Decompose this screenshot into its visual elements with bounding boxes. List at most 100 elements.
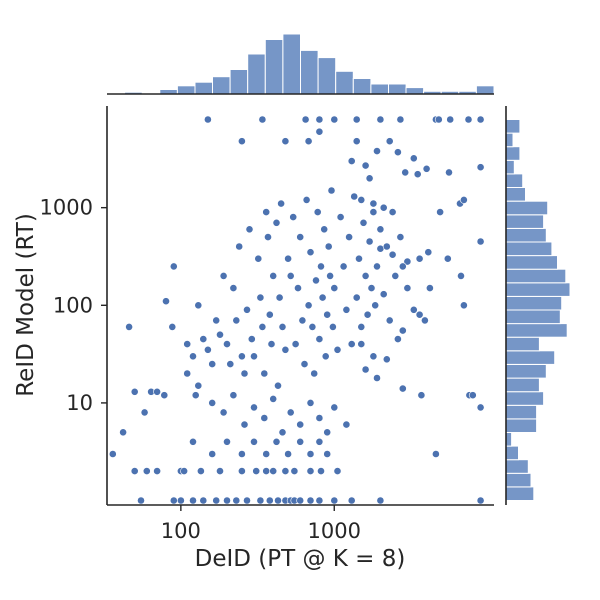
top-histogram-bar xyxy=(475,85,495,95)
scatter-point xyxy=(180,467,188,475)
scatter-point xyxy=(476,403,485,412)
scatter-point xyxy=(189,437,197,446)
scatter-point xyxy=(415,310,424,319)
scatter-point xyxy=(267,340,276,348)
x-axis-label: DeID (PT @ K = 8) xyxy=(195,546,406,572)
scatter-point xyxy=(361,365,370,374)
scatter-point xyxy=(398,262,407,271)
scatter-point xyxy=(315,496,324,505)
scatter-point xyxy=(326,271,334,280)
scatter-point xyxy=(216,467,224,475)
scatter-point xyxy=(153,387,161,396)
right-histogram-bar xyxy=(505,418,538,433)
top-histogram-bar xyxy=(405,87,425,95)
scatter-point xyxy=(315,414,324,422)
scatter-point xyxy=(196,467,205,475)
scatter-point xyxy=(333,345,342,354)
scatter-point xyxy=(290,467,299,475)
scatter-point xyxy=(323,428,332,437)
scatter-point xyxy=(345,233,353,241)
scatter-point xyxy=(140,408,149,417)
scatter-point xyxy=(232,316,241,325)
scatter-point xyxy=(304,137,313,146)
x-tick-label: 100 xyxy=(161,519,201,543)
scatter-point xyxy=(199,496,208,505)
scatter-point xyxy=(203,115,212,124)
scatter-point xyxy=(476,496,485,505)
top-histogram-bar xyxy=(264,39,284,95)
scatter-point xyxy=(130,467,139,475)
scatter-point xyxy=(434,115,443,124)
scatter-point xyxy=(330,115,339,124)
scatter-point xyxy=(357,195,366,204)
x-tick-label: 1000 xyxy=(308,519,361,543)
right-histogram-bar xyxy=(505,187,526,202)
scatter-point xyxy=(382,242,391,251)
scatter-point xyxy=(415,254,424,263)
scatter-point xyxy=(443,254,452,263)
scatter-point xyxy=(208,360,217,368)
right-histogram-bar xyxy=(505,391,545,406)
scatter-point xyxy=(281,345,290,354)
scatter-point xyxy=(422,164,431,173)
marginal-x-histogram xyxy=(106,33,495,95)
right-histogram-bar xyxy=(505,472,532,488)
scatter-point xyxy=(265,496,274,505)
scatter-point xyxy=(403,284,412,292)
scatter-point xyxy=(296,496,305,505)
scatter-point xyxy=(260,369,269,378)
scatter-point xyxy=(363,310,372,319)
scatter-point xyxy=(294,284,302,292)
scatter-point xyxy=(162,297,170,306)
scatter-point xyxy=(396,115,405,124)
scatter-point xyxy=(379,290,388,299)
scatter-point xyxy=(424,248,433,257)
scatter-point xyxy=(289,213,298,221)
scatter-point xyxy=(308,322,317,331)
scatter-point xyxy=(367,284,376,292)
scatter-point xyxy=(339,262,348,271)
y-tick-label: 10 xyxy=(66,391,93,415)
scatter-point xyxy=(247,335,256,343)
scatter-point xyxy=(409,305,418,314)
scatter-point xyxy=(277,199,285,208)
scatter-point xyxy=(365,237,374,246)
scatter-point xyxy=(417,391,426,400)
scatter-point xyxy=(382,355,391,364)
right-histogram-bar xyxy=(505,350,556,365)
scatter-point xyxy=(388,250,397,259)
scatter-point xyxy=(306,496,315,505)
scatter-point xyxy=(183,369,192,378)
scatter-point xyxy=(245,225,254,234)
scatter-point xyxy=(398,326,407,335)
scatter-point xyxy=(318,293,327,302)
scatter-point xyxy=(168,322,177,331)
right-histogram-bar xyxy=(505,364,547,379)
scatter-point xyxy=(369,199,378,208)
scatter-point xyxy=(315,335,324,343)
scatter-point xyxy=(252,467,261,475)
scatter-point xyxy=(361,161,370,170)
y-tick-label: 100 xyxy=(53,293,93,317)
scatter-point xyxy=(425,284,434,292)
scatter-point xyxy=(194,301,203,310)
scatter-point xyxy=(476,237,485,246)
right-histogram-bar xyxy=(505,377,540,393)
scatter-point xyxy=(445,168,453,177)
scatter-point xyxy=(459,195,468,204)
scatter-point xyxy=(436,208,444,216)
scatter-point xyxy=(357,340,366,348)
y-tick-label: 1000 xyxy=(40,196,93,220)
scatter-point xyxy=(208,450,217,458)
scatter-point xyxy=(302,195,311,204)
scatter-point xyxy=(237,467,246,475)
scatter-point xyxy=(333,467,342,475)
x-axis-ticks: 100 1000 xyxy=(161,505,361,543)
scatter-point xyxy=(315,437,324,446)
scatter-point xyxy=(357,322,366,331)
scatter-point xyxy=(119,428,127,437)
scatter-point xyxy=(262,467,271,475)
scatter-point xyxy=(256,496,265,505)
scatter-point xyxy=(396,233,405,241)
scatter-point xyxy=(258,115,267,124)
